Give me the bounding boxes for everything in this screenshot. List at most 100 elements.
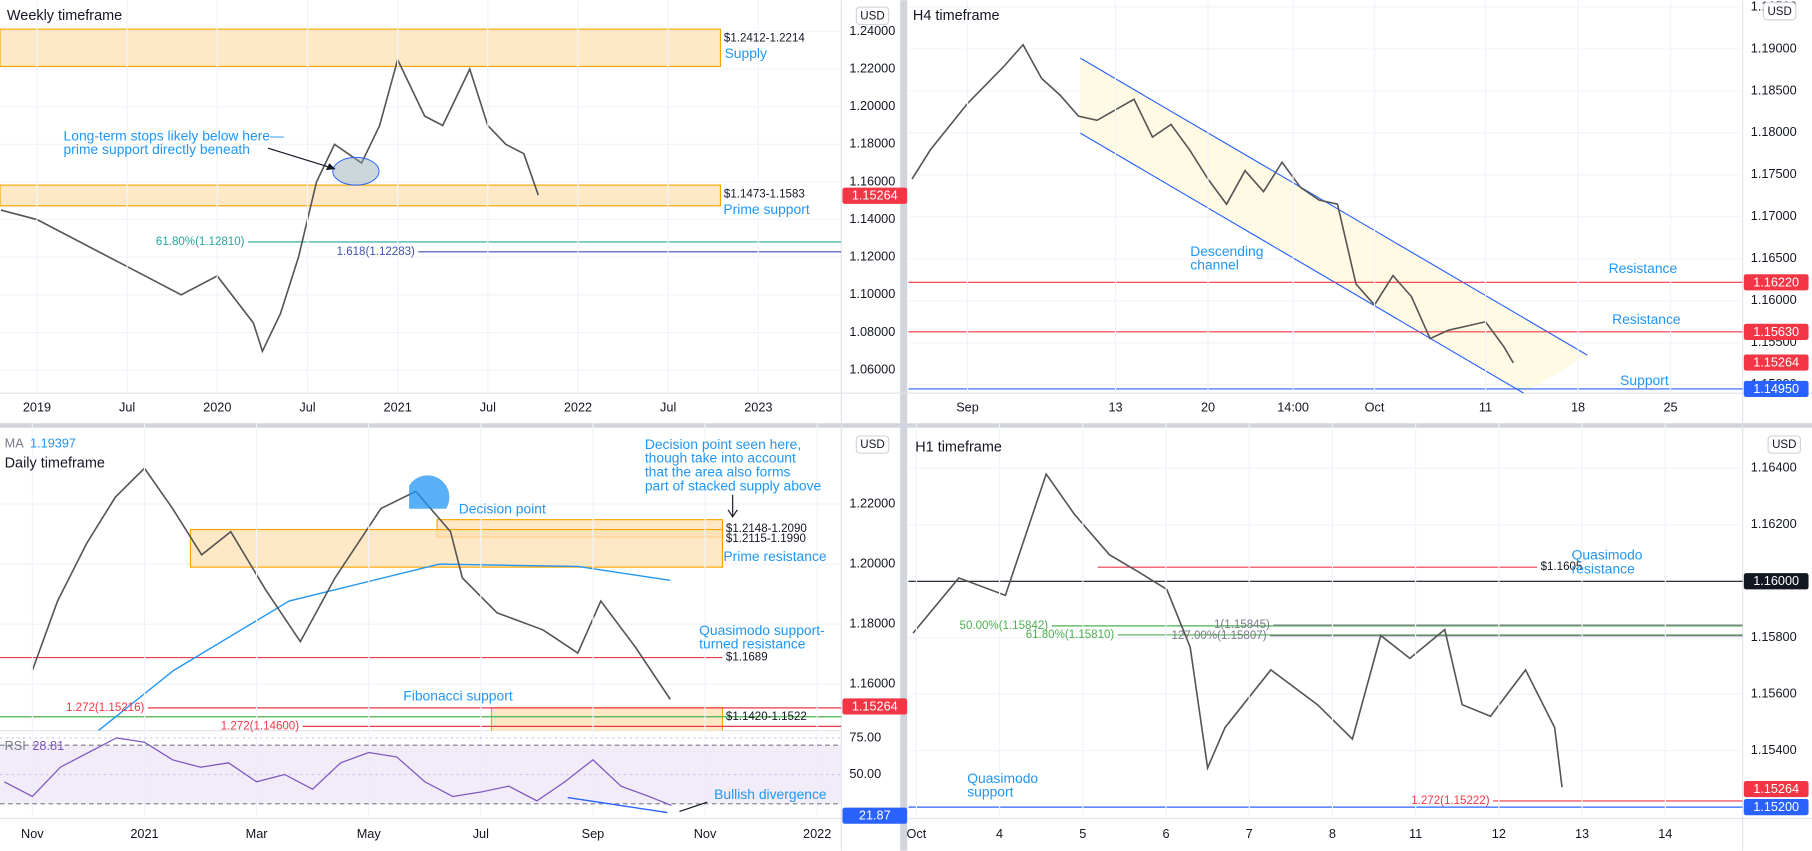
x-tick-label: 2022 [564, 400, 592, 415]
price-tag-label: 1.15264 [852, 188, 898, 203]
y-tick-label: 1.20000 [849, 555, 895, 570]
currency-label: USD [860, 439, 884, 451]
price-line [0, 57, 540, 354]
currency-label: USD [1767, 6, 1791, 18]
x-tick-label: Oct [1365, 400, 1385, 415]
x-tick-label: 2023 [744, 400, 772, 415]
y-tick-label: 1.22000 [849, 60, 895, 75]
y-tick-label: 1.16400 [1751, 460, 1797, 475]
plot-area [908, 467, 1743, 808]
annotation: part of stacked supply above [645, 477, 822, 493]
zone [0, 184, 722, 207]
annotation: though take into account [645, 450, 796, 466]
x-tick-label: 2021 [384, 400, 412, 415]
zone-label: $1.2412-1.2214 [724, 32, 805, 44]
x-tick-label: Jul [660, 400, 676, 415]
zone-label: $1.1420-1.1522 [726, 711, 807, 723]
zone [189, 528, 724, 568]
currency-label: USD [860, 10, 884, 22]
price-tag-label: 1.15264 [852, 698, 898, 713]
level-label: 127.00%(1.15807) [1172, 630, 1267, 642]
y-tick-label: 1.08000 [849, 324, 895, 339]
decision-marker [409, 475, 450, 509]
rsi-label: RSI [5, 738, 26, 753]
y-tick-label: 1.20000 [849, 98, 895, 113]
price-tag-box [1743, 573, 1809, 590]
x-tick-label: 4 [996, 826, 1003, 841]
plot-area [0, 28, 842, 371]
panel-title: Weekly timeframe [7, 8, 122, 24]
x-tick-label: 6 [1162, 826, 1169, 841]
zone-label: $1.2148-1.2090 [726, 523, 807, 535]
price-tag-box [1743, 380, 1809, 398]
annotation: Resistance [1612, 311, 1681, 327]
annotation: Prime resistance [723, 548, 826, 564]
divergence-line [567, 796, 668, 814]
panel-title: H1 timeframe [915, 439, 1002, 455]
level-label: 1.272(1.14600) [221, 720, 299, 732]
annotation: Quasimodo [967, 770, 1038, 786]
level-label: 1.272(1.15216) [66, 702, 144, 714]
arrow-head [325, 163, 336, 171]
rsi-tick-label: 50.00 [849, 766, 881, 781]
y-tick-label: 1.15800 [1751, 629, 1797, 644]
price-tag-box [1743, 780, 1809, 798]
price-tag-box [842, 698, 908, 715]
y-tick-label: 1.16000 [849, 173, 895, 188]
x-tick-label: 25 [1663, 400, 1677, 415]
x-tick-label: Sep [956, 400, 979, 415]
annotation: prime support directly beneath [64, 141, 250, 157]
price-tag-label: 1.15264 [1753, 355, 1799, 370]
level-label: 1(1.15845) [1214, 619, 1270, 631]
price-tag-box [842, 807, 908, 824]
x-tick-label: Jul [119, 400, 135, 415]
x-tick-label: 14 [1658, 826, 1672, 841]
price-tag-label: 21.87 [859, 808, 891, 823]
zone [0, 28, 722, 68]
y-tick-label: 1.18000 [849, 136, 895, 151]
price-tag-box [1743, 799, 1809, 816]
x-tick-label: 5 [1079, 826, 1086, 841]
annotation: Long-term stops likely below here— [64, 127, 284, 143]
price-tag-label: 1.16000 [1753, 573, 1799, 588]
price-tag-box [842, 187, 908, 204]
x-tick-label: 11 [1479, 400, 1492, 415]
x-tick-label: Nov [21, 826, 44, 841]
y-tick-label: 1.17000 [1751, 208, 1797, 223]
panel-title: Daily timeframe [5, 455, 105, 471]
annotation: that the area also forms [645, 464, 791, 480]
level-label: 61.80%(1.15810) [1026, 629, 1115, 641]
x-tick-label: Mar [246, 826, 269, 841]
y-tick-label: 1.06000 [849, 361, 895, 376]
price-tag-box [1743, 354, 1809, 371]
pointer-arrow [267, 147, 336, 170]
y-tick-label: 1.16200 [1751, 516, 1797, 531]
annotation: Resistance [1609, 260, 1678, 276]
currency-box [1767, 435, 1802, 454]
x-tick-label: Jul [299, 400, 315, 415]
rsi-line [3, 737, 672, 807]
y-tick-label: 1.14000 [849, 211, 895, 226]
x-tick-label: 8 [1329, 826, 1336, 841]
y-tick-label: 1.24000 [849, 23, 895, 38]
panel: 1.06000 1.08000 1.10000 1.12000 1.14000 1.160… [0, 0, 908, 415]
y-tick-label: 1.18000 [849, 616, 895, 631]
arrow-head [727, 509, 738, 518]
annotation: Descending [1190, 243, 1263, 259]
y-tick-label: 1.16000 [1751, 292, 1797, 307]
annotation: resistance [1572, 561, 1635, 577]
rsi-tick-label: 75.00 [849, 729, 881, 744]
x-tick-label: Oct [906, 826, 926, 841]
channel-line [1080, 57, 1588, 356]
annotation: Quasimodo [1572, 547, 1643, 563]
price-line [912, 472, 1563, 788]
x-tick-label: 13 [1575, 826, 1589, 841]
x-tick-label: 2019 [23, 400, 51, 415]
price-tag-label: 1.15264 [1753, 781, 1799, 796]
x-tick-label: May [357, 826, 382, 841]
annotation: Support [1620, 372, 1669, 388]
panel: 1.15400 1.15600 1.15800 1.16000 1.16200 1.164… [906, 423, 1809, 841]
annotation: Decision point seen here, [645, 436, 801, 452]
level-label: 50.00%(1.15842) [960, 620, 1049, 632]
